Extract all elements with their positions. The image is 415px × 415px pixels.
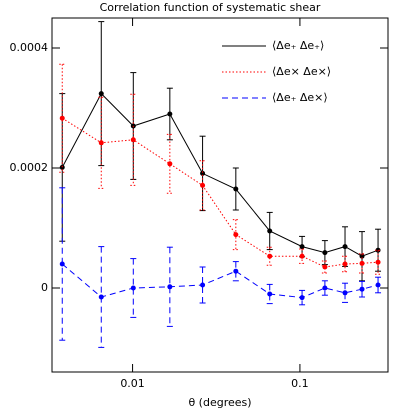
data-point	[267, 253, 273, 259]
data-point	[59, 164, 65, 170]
data-point	[267, 291, 273, 297]
data-point	[98, 140, 104, 146]
error-bar	[299, 289, 306, 306]
error-bar	[359, 253, 366, 274]
data-point	[342, 290, 348, 296]
error-bar	[321, 280, 328, 296]
data-point	[167, 161, 173, 167]
data-point	[299, 253, 305, 259]
error-bar	[266, 283, 273, 305]
data-point	[299, 295, 305, 301]
data-point	[167, 284, 173, 290]
error-bar	[232, 261, 239, 282]
x-tick-label: 0.1	[291, 377, 309, 390]
data-point	[299, 244, 305, 250]
legend-label: ⟨Δe₊ Δe₊⟩	[272, 39, 324, 52]
data-point	[375, 259, 381, 265]
error-bar	[359, 280, 366, 298]
data-point	[342, 244, 348, 250]
error-bar	[199, 266, 206, 304]
error-bar	[342, 282, 349, 303]
y-tick-label: 0.0002	[10, 161, 49, 174]
data-point	[200, 170, 206, 176]
y-tick-label: 0	[41, 281, 48, 294]
chart-title: Correlation function of systematic shear	[100, 1, 321, 14]
data-point	[233, 232, 239, 238]
x-tick-label: 0.01	[120, 377, 145, 390]
data-point	[359, 253, 365, 259]
data-point	[233, 186, 239, 192]
data-point	[130, 137, 136, 143]
error-bar	[321, 260, 328, 274]
data-point	[59, 261, 65, 267]
series-line	[61, 263, 379, 299]
data-point	[359, 286, 365, 292]
data-point	[322, 285, 328, 291]
data-point	[267, 228, 273, 234]
data-point	[200, 182, 206, 188]
data-point	[130, 285, 136, 291]
error-bar	[59, 187, 66, 341]
data-point	[322, 250, 328, 256]
error-bar	[130, 258, 137, 318]
data-point	[233, 268, 239, 274]
plot-frame	[51, 17, 389, 373]
error-bar	[375, 276, 382, 294]
legend-label: ⟨Δe₊ Δe×⟩	[272, 91, 328, 104]
data-point	[322, 264, 328, 270]
data-point	[342, 261, 348, 267]
x-axis-label: θ (degrees)	[188, 396, 251, 409]
data-point	[359, 260, 365, 266]
data-point	[98, 294, 104, 300]
data-point	[375, 282, 381, 288]
data-point	[98, 91, 104, 97]
data-point	[167, 111, 173, 117]
series-line	[61, 92, 379, 257]
series-line	[61, 117, 379, 268]
legend-label: ⟨Δe× Δe×⟩	[272, 65, 331, 78]
error-bar	[266, 246, 273, 266]
data-point	[59, 115, 65, 121]
data-point	[200, 282, 206, 288]
error-bar	[166, 246, 173, 327]
y-tick-label: 0.0004	[10, 41, 49, 54]
